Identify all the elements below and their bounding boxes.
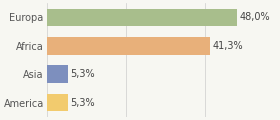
- Text: 41,3%: 41,3%: [213, 41, 243, 51]
- Bar: [46, 37, 210, 55]
- Bar: [46, 94, 67, 111]
- Bar: [46, 65, 67, 83]
- Text: 5,3%: 5,3%: [70, 98, 95, 108]
- Bar: [46, 9, 237, 26]
- Text: 48,0%: 48,0%: [239, 12, 270, 22]
- Text: 5,3%: 5,3%: [70, 69, 95, 79]
